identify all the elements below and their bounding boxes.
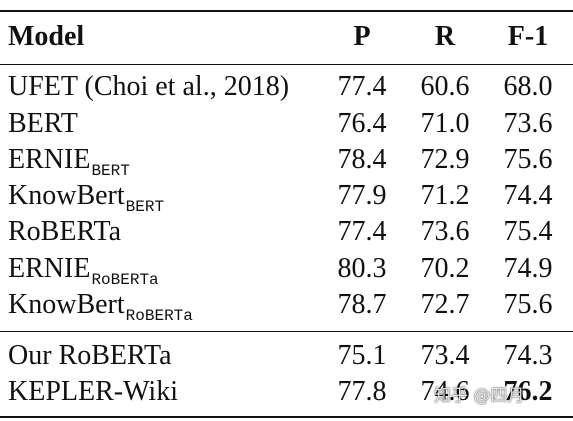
f1-value: 73.6	[503, 108, 553, 139]
model-text: KnowBert	[8, 289, 125, 320]
model-text: BERT	[8, 108, 78, 139]
r-value: 72.7	[420, 289, 470, 320]
p-value: 77.4	[337, 216, 387, 247]
model-text: ERNIE	[8, 144, 91, 175]
p-value: 77.4	[337, 71, 387, 102]
table-row: ERNIEBERT 78.4 72.9 75.6	[0, 142, 573, 180]
model-name: RoBERTa	[8, 214, 121, 250]
model-text: UFET (Choi et al., 2018)	[8, 71, 290, 102]
f1-value: 68.0	[503, 71, 553, 102]
model-subscript: RoBERTa	[125, 307, 193, 325]
p-value: 77.8	[337, 376, 387, 407]
model-name: Our RoBERTa	[8, 338, 172, 374]
p-value: 76.4	[337, 108, 387, 139]
table-header-row: Model P R F-1	[0, 19, 573, 55]
table-row: RoBERTa 77.4 73.6 75.4	[0, 214, 573, 250]
table-row: Our RoBERTa 75.1 73.4 74.3	[0, 338, 573, 374]
model-name: ERNIEBERT	[8, 142, 130, 180]
f1-value-best: 76.2	[503, 376, 553, 407]
header-rule	[0, 64, 573, 65]
table-row: ERNIERoBERTa 80.3 70.2 74.9	[0, 251, 573, 289]
header-f1: F-1	[507, 21, 549, 52]
table-row: UFET (Choi et al., 2018) 77.4 60.6 68.0	[0, 69, 573, 105]
table-row: KEPLER-Wiki 77.8 74.6 76.2	[0, 374, 573, 410]
header-p: P	[353, 21, 371, 52]
r-value: 71.2	[420, 180, 470, 211]
r-value: 73.4	[420, 340, 470, 371]
model-name: UFET (Choi et al., 2018)	[8, 69, 289, 105]
p-value: 78.4	[337, 144, 387, 175]
model-subscript: BERT	[91, 162, 130, 180]
p-value: 78.7	[337, 289, 387, 320]
f1-value: 74.4	[503, 180, 553, 211]
model-name: ERNIERoBERTa	[8, 251, 159, 289]
f1-value: 74.3	[503, 340, 553, 371]
top-rule	[0, 10, 573, 12]
table-row: KnowBertRoBERTa 78.7 72.7 75.6	[0, 287, 573, 325]
r-value: 70.2	[420, 253, 470, 284]
table-row: KnowBertBERT 77.9 71.2 74.4	[0, 178, 573, 216]
model-subscript: RoBERTa	[91, 271, 159, 289]
r-value: 74.6	[420, 376, 470, 407]
header-model: Model	[8, 21, 85, 52]
p-value: 77.9	[337, 180, 387, 211]
f1-value: 75.6	[503, 144, 553, 175]
model-subscript: BERT	[125, 198, 165, 216]
model-name: KnowBertBERT	[8, 178, 165, 216]
r-value: 60.6	[420, 71, 470, 102]
model-text: ERNIE	[8, 253, 91, 284]
r-value: 73.6	[420, 216, 470, 247]
r-value: 71.0	[420, 108, 470, 139]
model-name: KEPLER-Wiki	[8, 374, 178, 410]
model-text: KnowBert	[8, 180, 125, 211]
model-text: KEPLER-Wiki	[8, 376, 178, 407]
f1-value: 75.6	[503, 289, 553, 320]
table-row: BERT 76.4 71.0 73.6	[0, 106, 573, 142]
model-name: KnowBertRoBERTa	[8, 287, 193, 325]
model-name: BERT	[8, 106, 78, 142]
model-text: Our RoBERTa	[8, 340, 172, 371]
section-rule	[0, 331, 573, 332]
r-value: 72.9	[420, 144, 470, 175]
f1-value: 74.9	[503, 253, 553, 284]
model-text: RoBERTa	[8, 216, 122, 247]
p-value: 75.1	[337, 340, 387, 371]
header-r: R	[434, 21, 456, 52]
f1-value: 75.4	[503, 216, 553, 247]
p-value: 80.3	[337, 253, 387, 284]
bottom-rule	[0, 416, 573, 418]
